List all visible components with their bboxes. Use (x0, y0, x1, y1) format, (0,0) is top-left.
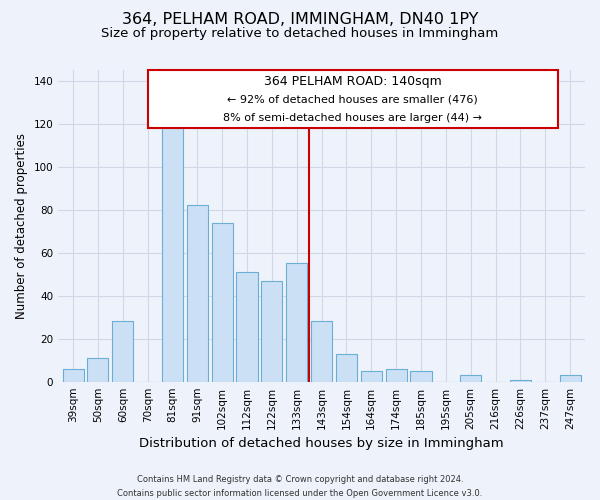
Bar (560, 375, 581, 382)
Bar (386, 369, 407, 382)
Text: 8% of semi-detached houses are larger (44) →: 8% of semi-detached houses are larger (4… (223, 113, 482, 123)
Bar (262, 280, 283, 382)
Bar (62, 369, 83, 382)
Bar (187, 206, 208, 382)
Text: 364, PELHAM ROAD, IMMINGHAM, DN40 1PY: 364, PELHAM ROAD, IMMINGHAM, DN40 1PY (122, 12, 478, 28)
Bar (88, 358, 109, 382)
Text: Contains HM Land Registry data © Crown copyright and database right 2024.
Contai: Contains HM Land Registry data © Crown c… (118, 476, 482, 498)
Bar (460, 375, 481, 382)
Text: 364 PELHAM ROAD: 140sqm: 364 PELHAM ROAD: 140sqm (264, 75, 442, 88)
Bar (410, 371, 431, 382)
Bar (212, 222, 233, 382)
Bar (311, 322, 332, 382)
Text: Size of property relative to detached houses in Immingham: Size of property relative to detached ho… (101, 28, 499, 40)
X-axis label: Distribution of detached houses by size in Immingham: Distribution of detached houses by size … (139, 437, 504, 450)
Bar (336, 354, 357, 382)
Bar (236, 272, 257, 382)
Bar (112, 322, 133, 382)
Bar (162, 96, 183, 382)
Bar (361, 371, 382, 382)
Text: ← 92% of detached houses are smaller (476): ← 92% of detached houses are smaller (47… (227, 94, 478, 104)
Bar (286, 264, 307, 382)
Bar (510, 380, 531, 382)
Y-axis label: Number of detached properties: Number of detached properties (15, 133, 28, 319)
